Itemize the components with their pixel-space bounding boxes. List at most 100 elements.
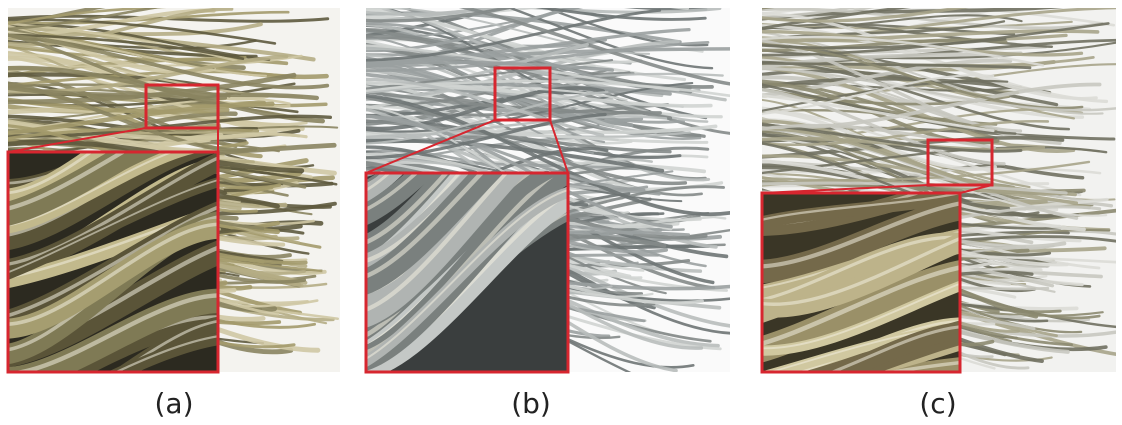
strand-highlight [762,193,960,221]
strand-highlight [762,201,960,269]
wire-strand [366,115,668,140]
wire-strand [458,8,730,86]
zoomed-strand [8,152,110,204]
zoom-connector [7,127,147,153]
wire-strand [366,8,504,16]
strand-highlight [8,156,218,266]
wire-strand [366,8,662,62]
wire-strand [366,105,629,215]
zoomed-strand [762,232,960,318]
zoomed-strand [762,196,960,284]
wire-strand [366,8,516,38]
wire-strand [762,8,1116,27]
zoomed-strand [8,152,218,251]
zoom-inset-a [8,152,218,372]
zoom-region [926,138,994,187]
strand-highlight [882,360,960,372]
zoomed-strand [366,173,437,226]
strand-highlight [8,179,218,274]
strand-highlight [366,173,509,312]
wire-strand [762,8,969,23]
strand-highlight [8,293,218,372]
strand-highlight [8,205,218,318]
wire-strand [366,95,688,186]
wire-strand [366,79,730,98]
wire-strand [8,127,260,140]
strand-highlight [117,320,218,372]
zoom-connector [549,119,569,174]
zoomed-strand [111,316,218,372]
wire-strand [762,41,1116,60]
wire-strand [762,74,995,115]
wire-strand [762,37,1007,50]
wire-strand [762,8,860,19]
panel-label: (b) [511,387,551,420]
strand-highlight [8,152,94,195]
zoomed-strand [366,173,527,328]
zoomed-strand [762,193,960,230]
wire-strand [8,33,330,90]
wire-strand [762,24,1109,104]
wire-strand [366,114,673,229]
wire-strand [762,8,1104,30]
wire-strand [366,86,605,131]
zoomed-strand [107,332,218,372]
wire-strand [366,60,614,72]
strand-highlight [113,335,218,372]
zoomed-strand [8,177,218,280]
zoomed-strand [366,186,568,368]
wire-strand [624,8,708,12]
wire-strand [366,82,694,133]
wire-strand [8,85,319,101]
wire-strand [670,8,690,10]
inset-frame [364,171,570,374]
panel-label: (a) [154,387,193,420]
wire-strand [762,123,996,150]
wire-strand [366,8,591,67]
zoomed-strand [366,173,405,203]
strand-highlight [762,265,960,346]
zoomed-strand [8,288,218,372]
wire-strand [762,8,822,15]
panel-label: (c) [919,387,956,420]
wire-strand [762,93,995,133]
strand-highlight [366,189,568,360]
strand-highlight [8,152,127,211]
wire-strand [366,22,701,93]
wire-strand [762,61,1032,70]
strand-highlight [762,282,960,350]
zoom-region [144,83,220,130]
wire-strand [8,101,275,136]
zoomed-strand [860,357,960,372]
strand-highlight [8,222,218,326]
wire-strand [762,181,1068,195]
strand-highlight [366,173,392,192]
wire-strand [762,146,1108,175]
zoomed-strand [817,322,960,372]
wire-strand [762,8,912,30]
wire-strand [8,8,234,47]
wire-strand [366,93,730,217]
inset-frame [6,150,220,374]
zoom-inset-c [762,193,960,372]
zoomed-strand [762,280,960,356]
wire-strand [762,126,1066,196]
strand-highlight [762,236,960,306]
zoom-inset-b [366,173,568,372]
wire-strand [366,77,605,137]
wire-strand [8,81,258,153]
wire-strand [535,8,707,21]
wire-strand [762,119,1050,147]
wire-strand [366,8,409,10]
strand-highlight [366,173,450,245]
wire-strand [8,8,162,31]
wire-strand [762,35,1045,67]
strand-highlight [8,152,109,185]
wire-strand [8,8,166,26]
wire-strand [366,112,607,160]
zoomed-strand [8,218,218,339]
zoom-connector [365,119,496,174]
zoomed-strand [8,152,156,226]
wire-strand [366,58,614,90]
